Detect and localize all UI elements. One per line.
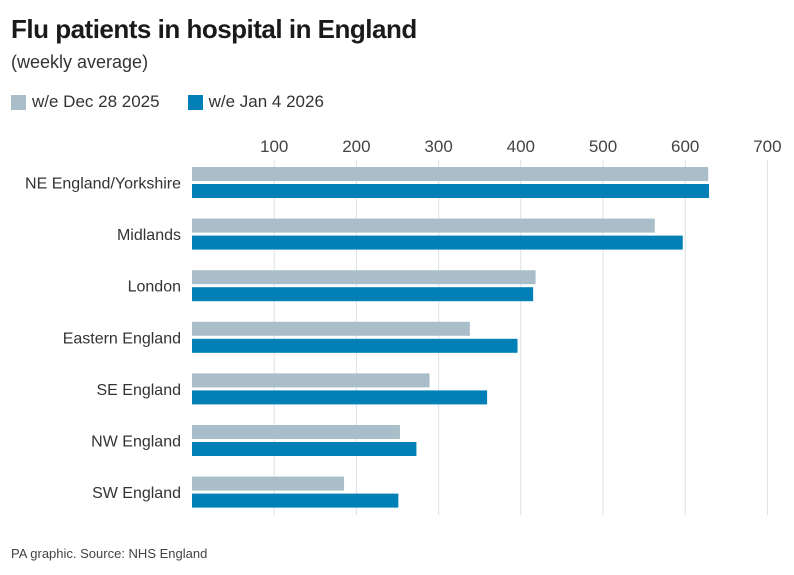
bar-dec28 (192, 270, 536, 285)
legend-label-jan4: w/e Jan 4 2026 (208, 92, 324, 111)
category-label: NE England/Yorkshire (25, 176, 181, 193)
x-tick-label: 500 (589, 137, 617, 156)
legend-swatch-dec28 (11, 94, 26, 110)
x-tick-label: 200 (342, 137, 370, 156)
x-tick-label: 600 (671, 137, 699, 156)
bar-jan4 (192, 338, 518, 353)
bar-jan4 (192, 287, 534, 302)
legend-item-jan4: w/e Jan 4 2026 (187, 92, 324, 112)
x-tick-label: 100 (260, 137, 288, 156)
x-tick-label: 700 (753, 137, 781, 156)
legend: w/e Dec 28 2025 w/e Jan 4 2026 (11, 92, 324, 112)
bar-jan4 (192, 442, 417, 456)
x-tick-label: 400 (507, 137, 535, 156)
x-tick-label: 300 (424, 137, 452, 156)
bar-dec28 (192, 373, 430, 388)
bar-jan4 (192, 235, 683, 250)
category-label: NW England (91, 434, 181, 451)
bar-jan4 (192, 390, 488, 405)
bar-dec28 (192, 321, 470, 336)
category-label: Midlands (117, 227, 181, 244)
category-label: Eastern England (63, 330, 181, 347)
legend-item-dec28: w/e Dec 28 2025 (11, 92, 160, 112)
category-label: SW England (92, 485, 181, 502)
category-label: London (128, 279, 181, 296)
chart-title: Flu patients in hospital in England (11, 14, 417, 44)
bar-dec28 (192, 476, 345, 491)
bar-jan4 (192, 493, 399, 508)
legend-swatch-jan4 (187, 94, 203, 110)
source-footer: PA graphic. Source: NHS England (11, 546, 208, 561)
bar-dec28 (192, 425, 400, 439)
category-label: SE England (96, 382, 181, 399)
bar-dec28 (192, 167, 709, 181)
chart-subtitle: (weekly average) (11, 52, 149, 72)
bar-dec28 (192, 218, 655, 233)
legend-label-dec28: w/e Dec 28 2025 (32, 92, 160, 111)
bar-jan4 (192, 184, 710, 198)
